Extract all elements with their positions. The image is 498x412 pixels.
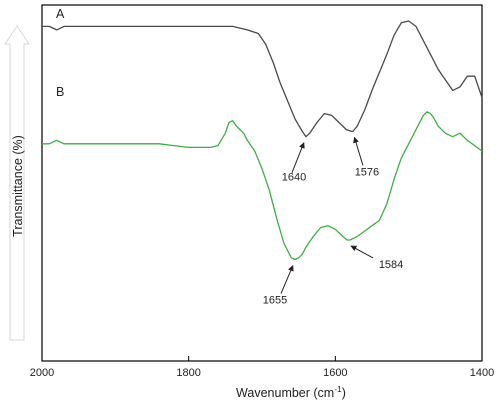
- annotation-arrow: [350, 245, 374, 259]
- series-line-a: [42, 20, 483, 138]
- x-ticks: 2000 1800 1600 1400: [30, 356, 494, 379]
- plot-frame: [41, 4, 483, 362]
- series-lines: [42, 20, 483, 261]
- annotation-label: 1640: [282, 172, 306, 184]
- curve-label-a: A: [56, 7, 65, 21]
- y-axis-arrow-icon: [4, 25, 30, 341]
- x-axis-label: Wavenumber (cm-1): [236, 384, 346, 400]
- annotation-label: 1576: [355, 166, 379, 178]
- x-tick-label: 2000: [30, 367, 54, 379]
- series-line-b: [42, 111, 483, 261]
- annotation-label: 1584: [379, 259, 403, 271]
- y-axis-label: Transmittance (%): [11, 135, 25, 237]
- x-tick-label: 1400: [470, 367, 494, 379]
- annotation-arrow: [291, 142, 305, 173]
- curve-label-b: B: [56, 85, 64, 99]
- annotation-label: 1655: [263, 295, 287, 307]
- annotation-arrow: [280, 264, 294, 294]
- peak-annotations: 1640 1576 1655 1584: [263, 136, 403, 307]
- x-tick-label: 1600: [323, 367, 347, 379]
- x-tick-label: 1800: [176, 367, 200, 379]
- annotation-arrow: [353, 136, 364, 166]
